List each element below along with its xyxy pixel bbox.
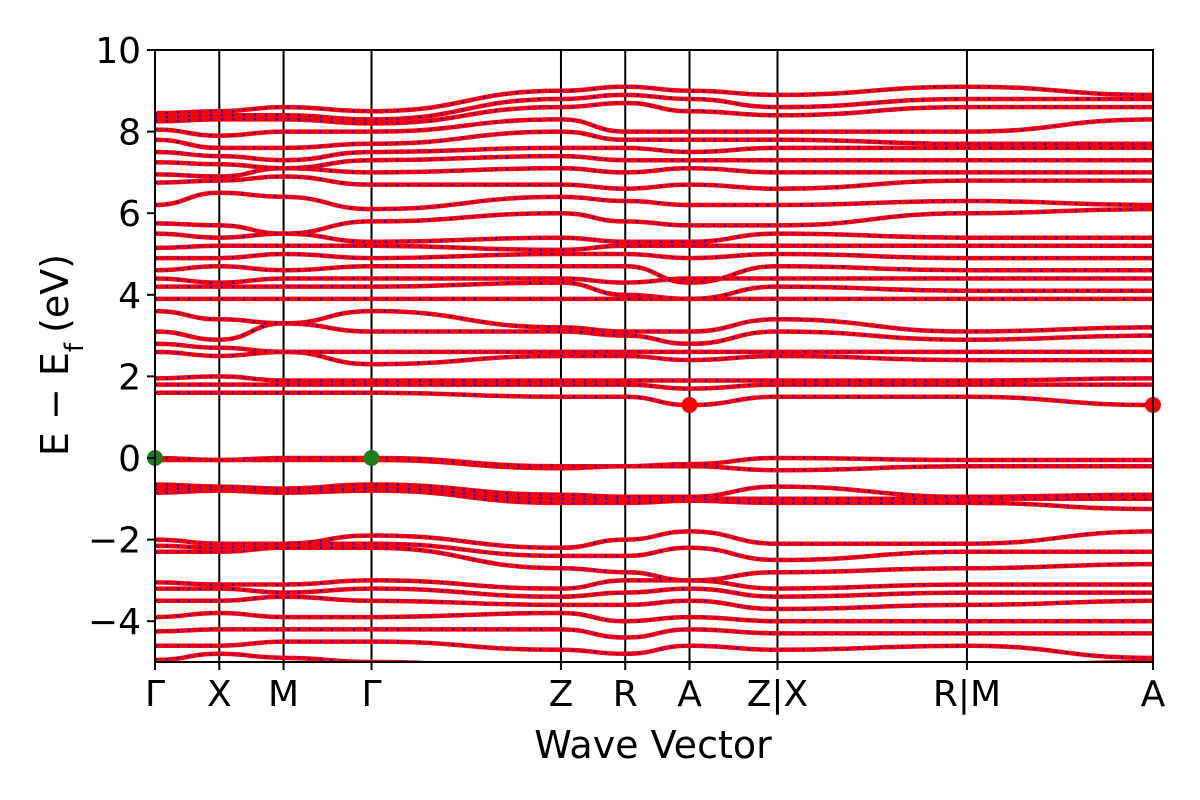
x-tick-label: Z	[549, 674, 574, 715]
y-tick-label: 2	[118, 357, 141, 398]
band-line-overlay	[155, 587, 1153, 598]
band-line-overlay	[155, 579, 1153, 590]
band-line	[155, 382, 1153, 391]
x-tick-label: A	[677, 674, 702, 715]
x-tick-label: Γ	[145, 674, 165, 715]
band-line	[155, 100, 1153, 126]
plot-frame	[154, 49, 1154, 663]
band-line-overlay	[155, 489, 1153, 511]
band-line-overlay	[155, 542, 1153, 562]
y-tick-label: −2	[88, 521, 141, 562]
band-line-overlay	[155, 456, 1153, 468]
band-line	[155, 610, 1153, 624]
band-line-overlay	[155, 207, 1153, 235]
band-line-overlay	[155, 546, 1153, 582]
band-line	[155, 145, 1153, 163]
y-tick-label: 8	[118, 113, 141, 154]
x-tick-label: Γ	[361, 674, 381, 715]
band-line	[155, 251, 1153, 261]
x-tick-label: R|M	[933, 674, 1001, 715]
band-line	[155, 174, 1153, 191]
band-line	[155, 280, 1153, 302]
y-tick-label: 4	[118, 276, 141, 317]
band-line-overlay	[155, 191, 1153, 211]
y-axis-title-subscript: f	[60, 342, 90, 352]
x-tick-label: R	[613, 674, 638, 715]
y-ticks: −4 −2 0 2 4 6 8 10	[88, 31, 155, 643]
x-axis-title: Wave Vector	[534, 723, 772, 767]
y-axis-title: E − Ef (eV)	[33, 254, 90, 456]
band-line	[155, 117, 1153, 138]
y-tick-label: 10	[95, 31, 141, 72]
band-line	[155, 84, 1153, 116]
band-line	[155, 639, 1153, 661]
bands	[155, 84, 1153, 662]
x-tick-label: Z|X	[747, 674, 808, 715]
y-tick-label: 0	[118, 439, 141, 480]
band-line	[155, 651, 1153, 662]
band-line	[155, 276, 1153, 285]
x-ticks: Γ X M Γ Z R A Z|X R|M A	[145, 662, 1166, 715]
axes-frame	[154, 49, 1154, 663]
band-line	[155, 92, 1153, 122]
band-line	[155, 153, 1153, 171]
extremum-marker	[363, 450, 380, 466]
band-line-overlay	[155, 483, 1153, 499]
band-line	[155, 529, 1153, 551]
x-tick-label: X	[207, 674, 232, 715]
band-line-overlay	[155, 130, 1153, 150]
extremum-marker	[681, 396, 698, 413]
band-line-overlay	[155, 309, 1153, 333]
band-line	[155, 374, 1153, 383]
band-line	[155, 627, 1153, 640]
y-axis-title-main: E − E	[33, 352, 77, 456]
y-tick-label: 6	[118, 194, 141, 235]
band-line	[155, 243, 1153, 253]
x-tick-label: A	[1141, 674, 1166, 715]
y-axis-title-unit: (eV)	[33, 254, 77, 333]
band-line	[155, 390, 1153, 408]
y-tick-label: −4	[88, 602, 141, 643]
band-line	[155, 594, 1153, 612]
band-line	[155, 341, 1153, 355]
band-line	[155, 263, 1153, 285]
x-tick-label: M	[268, 674, 299, 715]
